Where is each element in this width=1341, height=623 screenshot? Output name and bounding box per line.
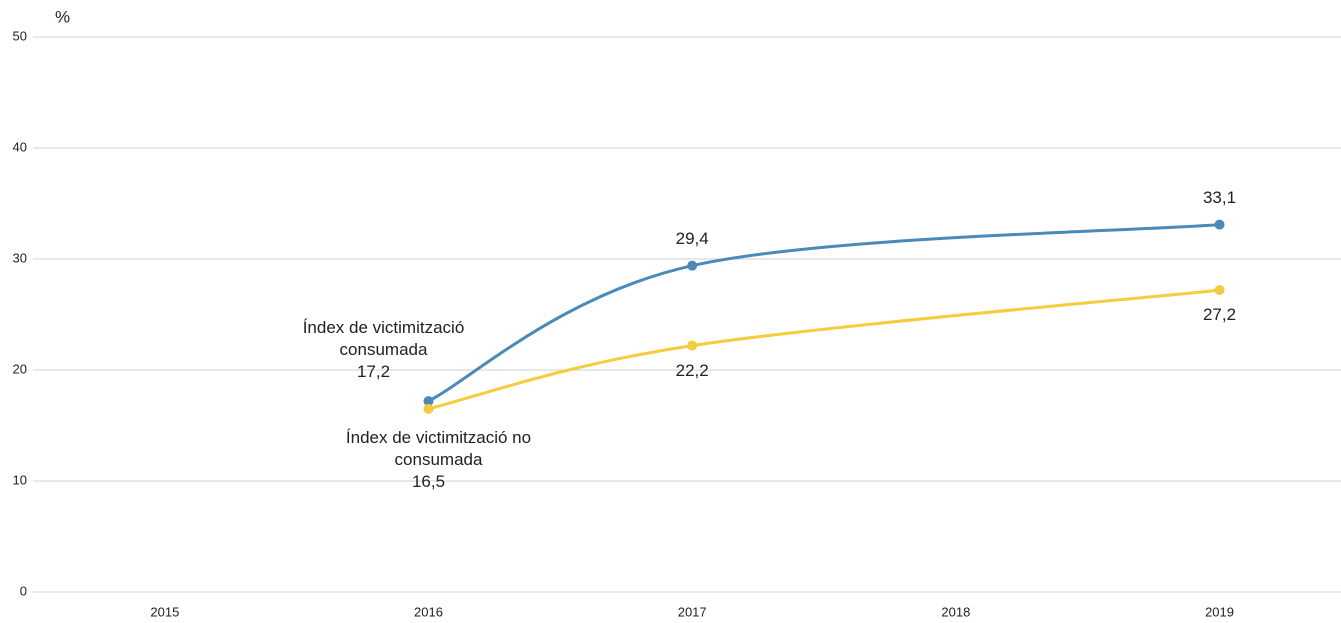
series-line (428, 288, 1220, 411)
point (1214, 285, 1225, 296)
y-axis-label: % (55, 7, 70, 26)
point (1214, 219, 1225, 230)
series-line (427, 223, 1220, 403)
y-tick-label: 10 (13, 472, 27, 487)
x-tick-label: 2018 (941, 604, 970, 619)
y-tick-label: 0 (20, 583, 27, 598)
x-tick-label: 2015 (150, 604, 179, 619)
y-tick-label: 20 (13, 361, 27, 376)
value-label: 29,4 (675, 228, 709, 248)
value-label: 33,1 (1202, 187, 1237, 207)
value-label: 16,5 (411, 471, 446, 491)
point (423, 396, 434, 407)
value-label: 17,2 (356, 362, 391, 382)
series-name: Índex de victimització consumada (302, 318, 465, 360)
y-tick-label: 30 (13, 250, 27, 265)
point (687, 340, 698, 351)
x-tick-label: 2019 (1205, 604, 1234, 619)
y-tick-label: 40 (13, 139, 27, 154)
value-label: 22,2 (675, 360, 709, 380)
x-tick-label: 2016 (414, 604, 443, 619)
point (423, 403, 434, 414)
value-label: 27,2 (1202, 305, 1237, 325)
x-tick-label: 2017 (678, 604, 707, 619)
y-tick-label: 50 (13, 28, 27, 43)
series-name: Índex de victimització no consumada (345, 427, 532, 469)
point (687, 260, 698, 271)
